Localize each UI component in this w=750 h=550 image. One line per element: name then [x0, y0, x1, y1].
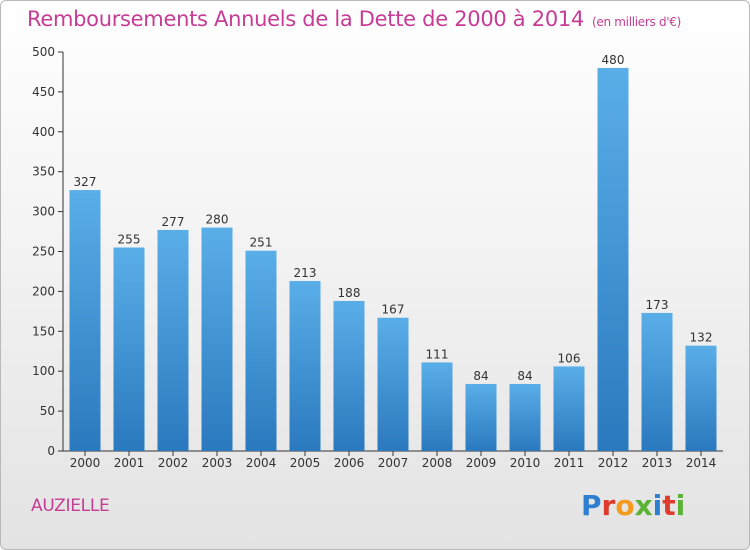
- x-tick-label: 2013: [642, 456, 673, 470]
- x-tick-label: 2002: [158, 456, 189, 470]
- bar: [333, 300, 365, 451]
- bar: [685, 345, 717, 451]
- bar-value-label: 84: [517, 369, 532, 383]
- x-tick-label: 2007: [378, 456, 409, 470]
- y-tick-label: 500: [32, 45, 55, 59]
- bar-value-label: 255: [118, 233, 141, 247]
- bar-value-label: 277: [162, 215, 185, 229]
- bar: [465, 383, 497, 451]
- x-tick-label: 2008: [422, 456, 453, 470]
- bar-value-label: 173: [646, 298, 669, 312]
- logo-letter: i: [652, 489, 663, 522]
- bar: [201, 227, 233, 451]
- y-tick-label: 200: [32, 284, 55, 298]
- bar-value-label: 106: [558, 351, 581, 365]
- bar: [553, 366, 585, 451]
- x-tick-label: 2006: [334, 456, 365, 470]
- logo-letter: t: [662, 489, 676, 522]
- y-tick-label: 450: [32, 85, 55, 99]
- bar-value-label: 251: [250, 236, 273, 250]
- bar: [421, 362, 453, 451]
- bar: [597, 67, 629, 452]
- y-tick-label: 150: [32, 324, 55, 338]
- bar-value-label: 327: [74, 175, 97, 189]
- x-tick-label: 2003: [202, 456, 233, 470]
- chart-unit: (en milliers d'€): [592, 15, 682, 29]
- bar: [641, 312, 673, 451]
- x-tick-label: 2001: [114, 456, 145, 470]
- logo-letter: i: [675, 489, 686, 522]
- y-tick-label: 250: [32, 245, 55, 259]
- bar-value-label: 280: [206, 213, 229, 227]
- bar: [157, 229, 189, 451]
- x-tick-label: 2009: [466, 456, 497, 470]
- bar-value-label: 167: [382, 303, 405, 317]
- y-tick-label: 300: [32, 205, 55, 219]
- y-tick-label: 50: [40, 404, 55, 418]
- chart-title-text: Remboursements Annuels de la Dette de 20…: [27, 7, 584, 31]
- x-tick-label: 2000: [70, 456, 101, 470]
- x-tick-label: 2010: [510, 456, 541, 470]
- logo-letter: P: [581, 489, 602, 522]
- x-tick-label: 2011: [554, 456, 585, 470]
- y-tick-label: 350: [32, 165, 55, 179]
- logo-letter: o: [615, 489, 635, 522]
- y-tick-label: 0: [47, 444, 55, 458]
- bar-value-label: 84: [473, 369, 488, 383]
- bar-value-label: 213: [294, 266, 317, 280]
- x-tick-label: 2012: [598, 456, 629, 470]
- y-tick-label: 100: [32, 364, 55, 378]
- chart-title: Remboursements Annuels de la Dette de 20…: [27, 7, 681, 31]
- bar-value-label: 111: [426, 347, 449, 361]
- logo-letter: x: [634, 489, 653, 522]
- bar: [113, 247, 145, 451]
- bar: [245, 250, 277, 451]
- bar-value-label: 188: [338, 286, 361, 300]
- bar: [69, 190, 101, 451]
- x-tick-label: 2014: [686, 456, 717, 470]
- bar-value-label: 480: [602, 53, 625, 67]
- y-tick-label: 400: [32, 125, 55, 139]
- bar-value-label: 132: [690, 331, 713, 345]
- bar: [289, 281, 321, 451]
- commune-name: AUZIELLE: [31, 496, 110, 516]
- x-tick-label: 2004: [246, 456, 277, 470]
- x-tick-label: 2005: [290, 456, 321, 470]
- bar: [509, 383, 541, 451]
- bar: [377, 317, 409, 451]
- proxiti-logo: Proxiti: [581, 489, 685, 522]
- logo-letter: r: [601, 489, 616, 522]
